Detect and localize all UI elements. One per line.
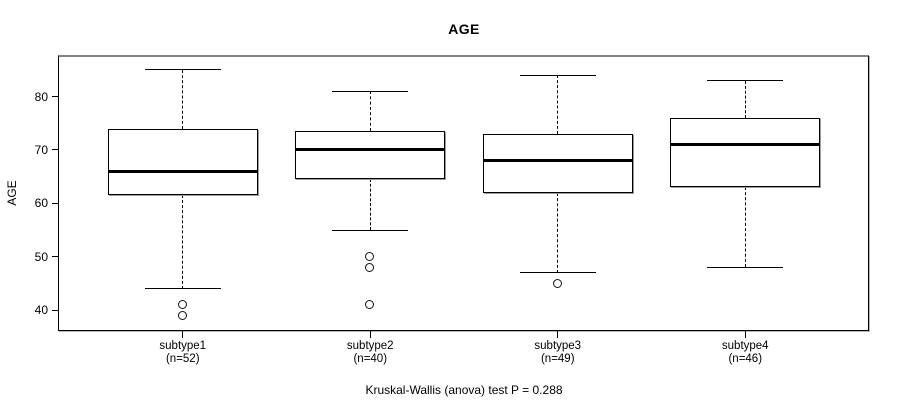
x-axis-group-label-subtype3: subtype3 (n=49): [478, 340, 638, 366]
group-name-label: subtype2: [346, 340, 394, 352]
lower-whisker-cap: [707, 266, 784, 268]
y-tick: [52, 256, 59, 258]
lower-whisker-line: [557, 192, 559, 273]
upper-whisker-cap: [519, 74, 596, 76]
group-name-label: subtype3: [534, 340, 582, 352]
iqr-box-subtype1: [107, 128, 258, 196]
lower-whisker-line: [182, 195, 184, 289]
upper-whisker-cap: [332, 90, 409, 92]
upper-whisker-line: [744, 80, 746, 118]
y-tick-label: 80: [34, 89, 48, 104]
lower-whisker-line: [744, 187, 746, 268]
median-line-subtype2: [295, 148, 446, 152]
y-tick: [52, 309, 59, 311]
upper-whisker-cap: [707, 80, 784, 81]
group-name-label: subtype1: [159, 340, 207, 352]
x-axis-group-label-subtype2: subtype2 (n=40): [290, 340, 450, 366]
x-tick: [557, 331, 559, 338]
group-n-label: (n=52): [165, 353, 200, 365]
outlier-point: [365, 251, 375, 261]
y-tick-label: 50: [34, 249, 48, 264]
x-tick: [369, 331, 371, 338]
footer-stat-text: Kruskal-Wallis (anova) test P = 0.288: [365, 383, 563, 397]
upper-whisker-cap: [144, 69, 221, 71]
median-line-subtype1: [107, 169, 258, 173]
outlier-point: [365, 300, 375, 310]
lower-whisker-line: [369, 179, 371, 231]
x-tick: [182, 331, 184, 338]
y-tick: [52, 149, 59, 151]
outlier-point: [552, 278, 562, 288]
median-line-subtype3: [482, 159, 633, 163]
outlier-point: [365, 262, 375, 272]
outlier-point: [177, 310, 187, 320]
iqr-box-subtype2: [295, 131, 446, 180]
x-axis-group-label-subtype4: subtype4 (n=46): [665, 340, 825, 366]
lower-whisker-cap: [519, 272, 596, 274]
group-n-label: (n=40): [353, 353, 388, 365]
outlier-point: [177, 300, 187, 310]
group-n-label: (n=46): [728, 353, 763, 365]
chart-title: AGE: [448, 21, 480, 37]
upper-whisker-line: [557, 75, 559, 134]
median-line-subtype4: [670, 143, 821, 147]
y-tick-label: 40: [34, 303, 48, 318]
group-n-label: (n=49): [540, 353, 575, 365]
y-tick-label: 60: [34, 196, 48, 211]
group-name-label: subtype4: [721, 340, 769, 352]
upper-whisker-line: [182, 69, 184, 129]
y-tick: [52, 96, 59, 98]
y-tick-label: 70: [34, 142, 48, 157]
lower-whisker-cap: [332, 229, 409, 231]
iqr-box-subtype3: [482, 133, 633, 193]
x-axis-group-label-subtype1: subtype1 (n=52): [103, 340, 263, 366]
y-tick: [52, 202, 59, 204]
upper-whisker-line: [369, 91, 371, 132]
lower-whisker-cap: [144, 288, 221, 290]
x-tick: [744, 331, 746, 338]
iqr-box-subtype4: [670, 117, 821, 188]
plot-frame: [58, 55, 869, 331]
